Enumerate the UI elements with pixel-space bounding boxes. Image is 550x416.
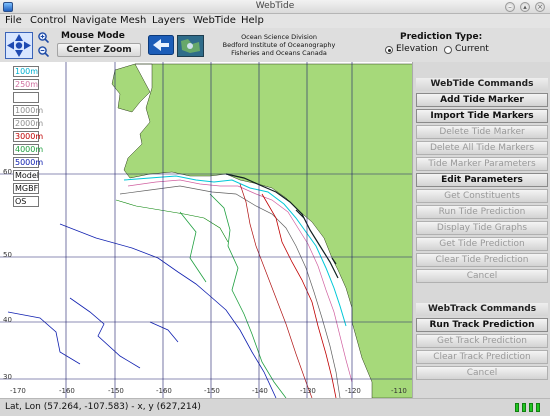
delete-all-tide-markers-button[interactable]: Delete All Tide Markers	[416, 141, 548, 155]
tide-marker-parameters-button[interactable]: Tide Marker Parameters	[416, 157, 548, 171]
radio-unselected-icon	[444, 46, 452, 54]
contour-3000m	[239, 183, 313, 398]
get-constituents-button[interactable]: Get Constituents	[416, 189, 548, 203]
back-arrow-icon[interactable]	[148, 35, 174, 55]
memory-indicator-icon	[515, 403, 519, 412]
lon-label-4: -160	[156, 387, 172, 395]
zoom-out-icon[interactable]	[38, 46, 49, 57]
window-title: WebTide	[255, 1, 295, 11]
zoom-in-icon[interactable]	[38, 32, 49, 43]
legend-1000m[interactable]: 1000m	[13, 105, 44, 116]
memory-indicator-icon	[529, 403, 533, 412]
mouse-mode-label: Mouse Mode	[61, 31, 125, 41]
status-bar: Lat, Lon (57.264, -107.583) - x, y (627,…	[0, 398, 550, 416]
close-icon[interactable]: ×	[535, 2, 545, 12]
contour-4000m	[179, 193, 287, 398]
menu-mesh[interactable]: Mesh	[120, 15, 147, 26]
lon-label-9: -110	[391, 387, 407, 395]
legend-os[interactable]: OS	[13, 196, 39, 207]
contour-5000m	[7, 223, 277, 398]
center-zoom-button[interactable]: Center Zoom	[57, 43, 141, 57]
legend-250m[interactable]: 250m	[13, 79, 39, 90]
lat-label-50: 50	[3, 251, 12, 259]
get-track-prediction-button[interactable]: Get Track Prediction	[416, 334, 548, 348]
prediction-type-label: Prediction Type:	[400, 32, 483, 42]
pan-compass-icon[interactable]	[5, 32, 33, 59]
menu-layers[interactable]: Layers	[152, 15, 186, 26]
elevation-label: Elevation	[396, 44, 438, 54]
lon-label-7: -130	[300, 387, 316, 395]
minimize-icon[interactable]: –	[505, 2, 515, 12]
menu-file[interactable]: File	[5, 15, 22, 26]
edit-parameters-button[interactable]: Edit Parameters	[416, 173, 548, 187]
contour-250m	[127, 179, 353, 383]
current-label: Current	[455, 44, 489, 54]
legend-blank[interactable]	[13, 92, 39, 103]
contour-1000m	[119, 185, 341, 398]
webtide-commands-title: WebTide Commands	[416, 78, 548, 91]
org-line-2: Bedford Institute of Oceanography	[222, 41, 336, 49]
cursor-position-readout: Lat, Lon (57.264, -107.583) - x, y (627,…	[5, 402, 201, 412]
land-mass	[123, 63, 412, 398]
org-line-1: Ocean Science Division	[241, 33, 317, 41]
lon-label-3: -150	[108, 387, 124, 395]
maximize-icon[interactable]: ▴	[520, 2, 530, 12]
track-cancel-button[interactable]: Cancel	[416, 366, 548, 380]
lon-label-8: -120	[345, 387, 361, 395]
webtrack-commands-title: WebTrack Commands	[416, 303, 548, 316]
clear-tide-prediction-button[interactable]: Clear Tide Prediction	[416, 253, 548, 267]
globe-map-icon[interactable]	[177, 35, 204, 57]
org-line-3: Fisheries and Oceans Canada	[231, 49, 327, 57]
contour-shelf-edge	[115, 199, 229, 243]
toolbar: Mouse Mode Center Zoom Ocean Science Div…	[0, 28, 550, 62]
display-tide-graphs-button[interactable]: Display Tide Graphs	[416, 221, 548, 235]
app-icon	[3, 2, 13, 12]
lat-label-40: 40	[3, 316, 12, 324]
land-peninsula	[111, 63, 151, 113]
tide-cancel-button[interactable]: Cancel	[416, 269, 548, 283]
legend-100m[interactable]: 100m	[13, 66, 39, 77]
menu-navigate[interactable]: Navigate	[72, 15, 117, 26]
menu-webtide[interactable]: WebTide	[193, 15, 236, 26]
memory-indicator-icon	[536, 403, 540, 412]
coastline-islands	[225, 173, 339, 279]
commands-panel: WebTide Commands Add Tide Marker Import …	[414, 62, 550, 398]
run-tide-prediction-button[interactable]: Run Tide Prediction	[416, 205, 548, 219]
map-graticule	[0, 62, 412, 398]
legend-2000m[interactable]: 2000m	[13, 118, 44, 129]
lon-label-5: -150	[204, 387, 220, 395]
lon-label-2: -160	[59, 387, 75, 395]
lat-label-60: 60	[3, 168, 12, 176]
add-tide-marker-button[interactable]: Add Tide Marker	[416, 93, 548, 107]
legend-5000m[interactable]: 5000m	[13, 157, 44, 168]
delete-tide-marker-button[interactable]: Delete Tide Marker	[416, 125, 548, 139]
radio-selected-icon	[385, 46, 393, 54]
legend-4000m[interactable]: 4000m	[13, 144, 44, 155]
menu-help[interactable]: Help	[241, 15, 264, 26]
menu-control[interactable]: Control	[30, 15, 67, 26]
import-tide-markers-button[interactable]: Import Tide Markers	[416, 109, 548, 123]
lon-label-1: -170	[10, 387, 26, 395]
lat-label-30: 30	[3, 373, 12, 381]
get-tide-prediction-button[interactable]: Get Tide Prediction	[416, 237, 548, 251]
legend-model[interactable]: Model	[13, 170, 40, 181]
menu-bar: File Control Navigate Mesh Layers WebTid…	[0, 14, 550, 28]
legend-3000m[interactable]: 3000m	[13, 131, 44, 142]
memory-indicator-icon	[522, 403, 526, 412]
run-track-prediction-button[interactable]: Run Track Prediction	[416, 318, 548, 332]
contour-100m	[123, 175, 347, 327]
map-canvas[interactable]: 60 50 40 30 -170 -160 -150 -160 -150 -14…	[0, 62, 413, 398]
map-svg[interactable]	[0, 62, 413, 398]
legend-mgbf[interactable]: MGBF	[13, 183, 39, 194]
lon-label-6: -140	[252, 387, 268, 395]
title-bar: WebTide – ▴ ×	[0, 0, 550, 14]
clear-track-prediction-button[interactable]: Clear Track Prediction	[416, 350, 548, 364]
